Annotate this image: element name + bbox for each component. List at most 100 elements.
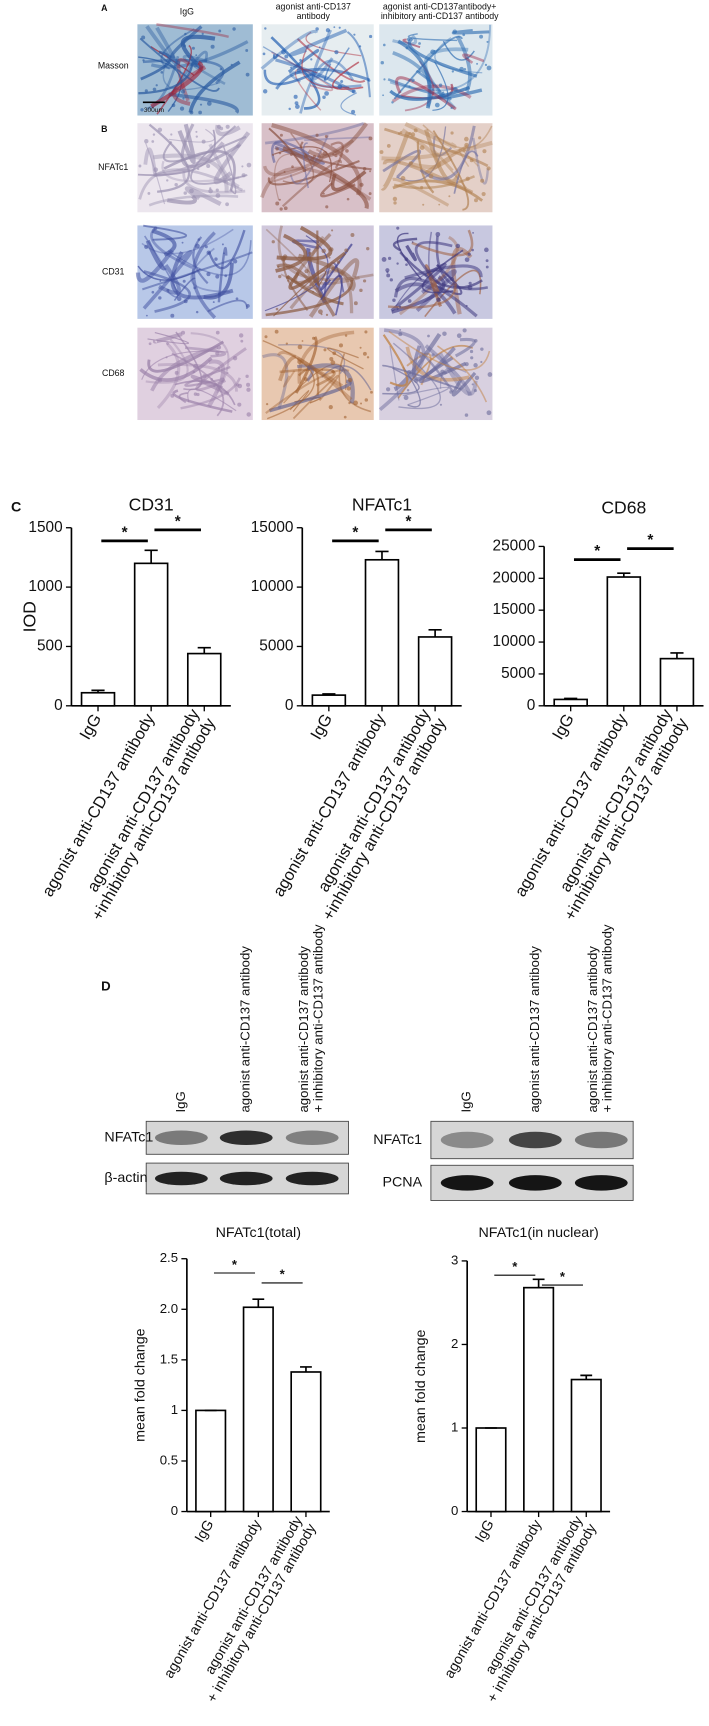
tissue-fiber bbox=[346, 31, 371, 98]
cell-nucleus bbox=[310, 58, 313, 61]
significance-label: * bbox=[560, 1269, 566, 1284]
cell-nucleus bbox=[405, 263, 408, 266]
cell-nucleus bbox=[293, 94, 298, 99]
tissue-fiber bbox=[178, 392, 188, 404]
tissue-fiber bbox=[166, 194, 198, 205]
tissue-fiber bbox=[272, 53, 279, 60]
tissue-fiber bbox=[306, 363, 355, 404]
tissue-fiber bbox=[143, 270, 191, 313]
cell-nucleus bbox=[217, 292, 221, 296]
cell-nucleus bbox=[318, 155, 322, 159]
cell-nucleus bbox=[347, 377, 353, 383]
y-tick-label: 15000 bbox=[493, 601, 536, 618]
y-tick-label: 0 bbox=[527, 697, 536, 714]
cell-nucleus bbox=[425, 373, 429, 377]
cell-nucleus bbox=[366, 247, 370, 251]
cell-nucleus bbox=[182, 279, 186, 283]
cell-nucleus bbox=[233, 259, 238, 264]
cell-nucleus bbox=[171, 103, 176, 108]
cell-nucleus bbox=[406, 37, 411, 42]
cell-nucleus bbox=[364, 398, 369, 402]
blot-band bbox=[219, 1130, 273, 1146]
cell-nucleus bbox=[396, 262, 399, 265]
error-bar bbox=[580, 1374, 593, 1380]
cell-nucleus bbox=[418, 42, 421, 45]
cell-nucleus bbox=[470, 356, 474, 360]
cell-nucleus bbox=[465, 304, 468, 307]
row-label: CD68 bbox=[102, 368, 125, 378]
cell-nucleus bbox=[310, 157, 315, 162]
tissue-fiber bbox=[184, 346, 226, 358]
cell-nucleus bbox=[368, 192, 372, 196]
tissue-fiber bbox=[287, 48, 320, 74]
tissue-fiber bbox=[222, 146, 237, 195]
cell-nucleus bbox=[336, 260, 341, 264]
cell-nucleus bbox=[464, 257, 470, 263]
cell-nucleus bbox=[206, 164, 211, 169]
tissue-fiber bbox=[282, 146, 369, 210]
tissue-fiber bbox=[424, 144, 469, 175]
cell-nucleus bbox=[323, 78, 326, 81]
cell-nucleus bbox=[302, 168, 307, 173]
cell-nucleus bbox=[312, 154, 317, 158]
cell-nucleus bbox=[193, 392, 198, 396]
tissue-fiber bbox=[382, 334, 409, 387]
cell-nucleus bbox=[396, 307, 399, 310]
tissue-fiber bbox=[297, 367, 320, 396]
significance-label: * bbox=[280, 1267, 286, 1282]
cell-nucleus bbox=[418, 70, 421, 73]
cell-nucleus bbox=[364, 330, 368, 334]
cell-nucleus bbox=[158, 296, 162, 300]
y-tick-label: 2.5 bbox=[160, 1250, 178, 1265]
cell-nucleus bbox=[397, 132, 401, 135]
tissue-fiber bbox=[389, 24, 492, 92]
cell-nucleus bbox=[379, 150, 384, 155]
cell-nucleus bbox=[170, 313, 175, 318]
cell-nucleus bbox=[407, 299, 412, 303]
lane-label: agonist anti-CD137 antibody bbox=[527, 946, 542, 1113]
cell-nucleus bbox=[338, 26, 341, 29]
tissue-fiber bbox=[307, 122, 368, 158]
cell-nucleus bbox=[264, 27, 267, 30]
cell-nucleus bbox=[469, 349, 474, 354]
cell-nucleus bbox=[210, 44, 215, 49]
cell-nucleus bbox=[340, 80, 344, 84]
cell-nucleus bbox=[478, 136, 482, 140]
tissue-fiber bbox=[435, 264, 463, 295]
blot-band bbox=[508, 1131, 562, 1149]
histology-image bbox=[379, 225, 493, 319]
bar bbox=[417, 636, 453, 707]
tissue-fiber bbox=[393, 35, 463, 100]
cell-nucleus bbox=[463, 68, 467, 71]
y-tick-label: 500 bbox=[37, 638, 63, 655]
cell-nucleus bbox=[383, 78, 386, 81]
tissue-fiber bbox=[451, 371, 477, 397]
tissue-fiber bbox=[140, 50, 172, 81]
error-bar bbox=[670, 652, 684, 659]
cell-nucleus bbox=[487, 372, 493, 377]
cell-nucleus bbox=[235, 297, 239, 300]
cell-nucleus bbox=[278, 274, 282, 279]
cell-nucleus bbox=[195, 243, 200, 249]
cell-nucleus bbox=[486, 65, 492, 71]
tissue-fiber bbox=[188, 60, 241, 113]
tissue-fiber bbox=[294, 336, 318, 394]
cell-nucleus bbox=[486, 40, 489, 43]
cell-nucleus bbox=[309, 284, 312, 287]
cell-nucleus bbox=[398, 332, 403, 337]
cell-nucleus bbox=[210, 377, 214, 381]
cell-nucleus bbox=[370, 390, 373, 394]
cell-nucleus bbox=[140, 108, 144, 112]
bar bbox=[195, 1409, 227, 1513]
tissue-fiber bbox=[421, 249, 464, 294]
cell-nucleus bbox=[218, 29, 222, 33]
cell-nucleus bbox=[318, 46, 321, 49]
cell-nucleus bbox=[482, 149, 487, 154]
tissue-fiber bbox=[437, 345, 488, 403]
tissue-fiber bbox=[167, 240, 252, 276]
cell-nucleus bbox=[236, 144, 240, 148]
tissue-fiber bbox=[148, 194, 239, 207]
cell-nucleus bbox=[215, 351, 220, 356]
cell-nucleus bbox=[413, 128, 418, 133]
bar bbox=[570, 1378, 602, 1513]
